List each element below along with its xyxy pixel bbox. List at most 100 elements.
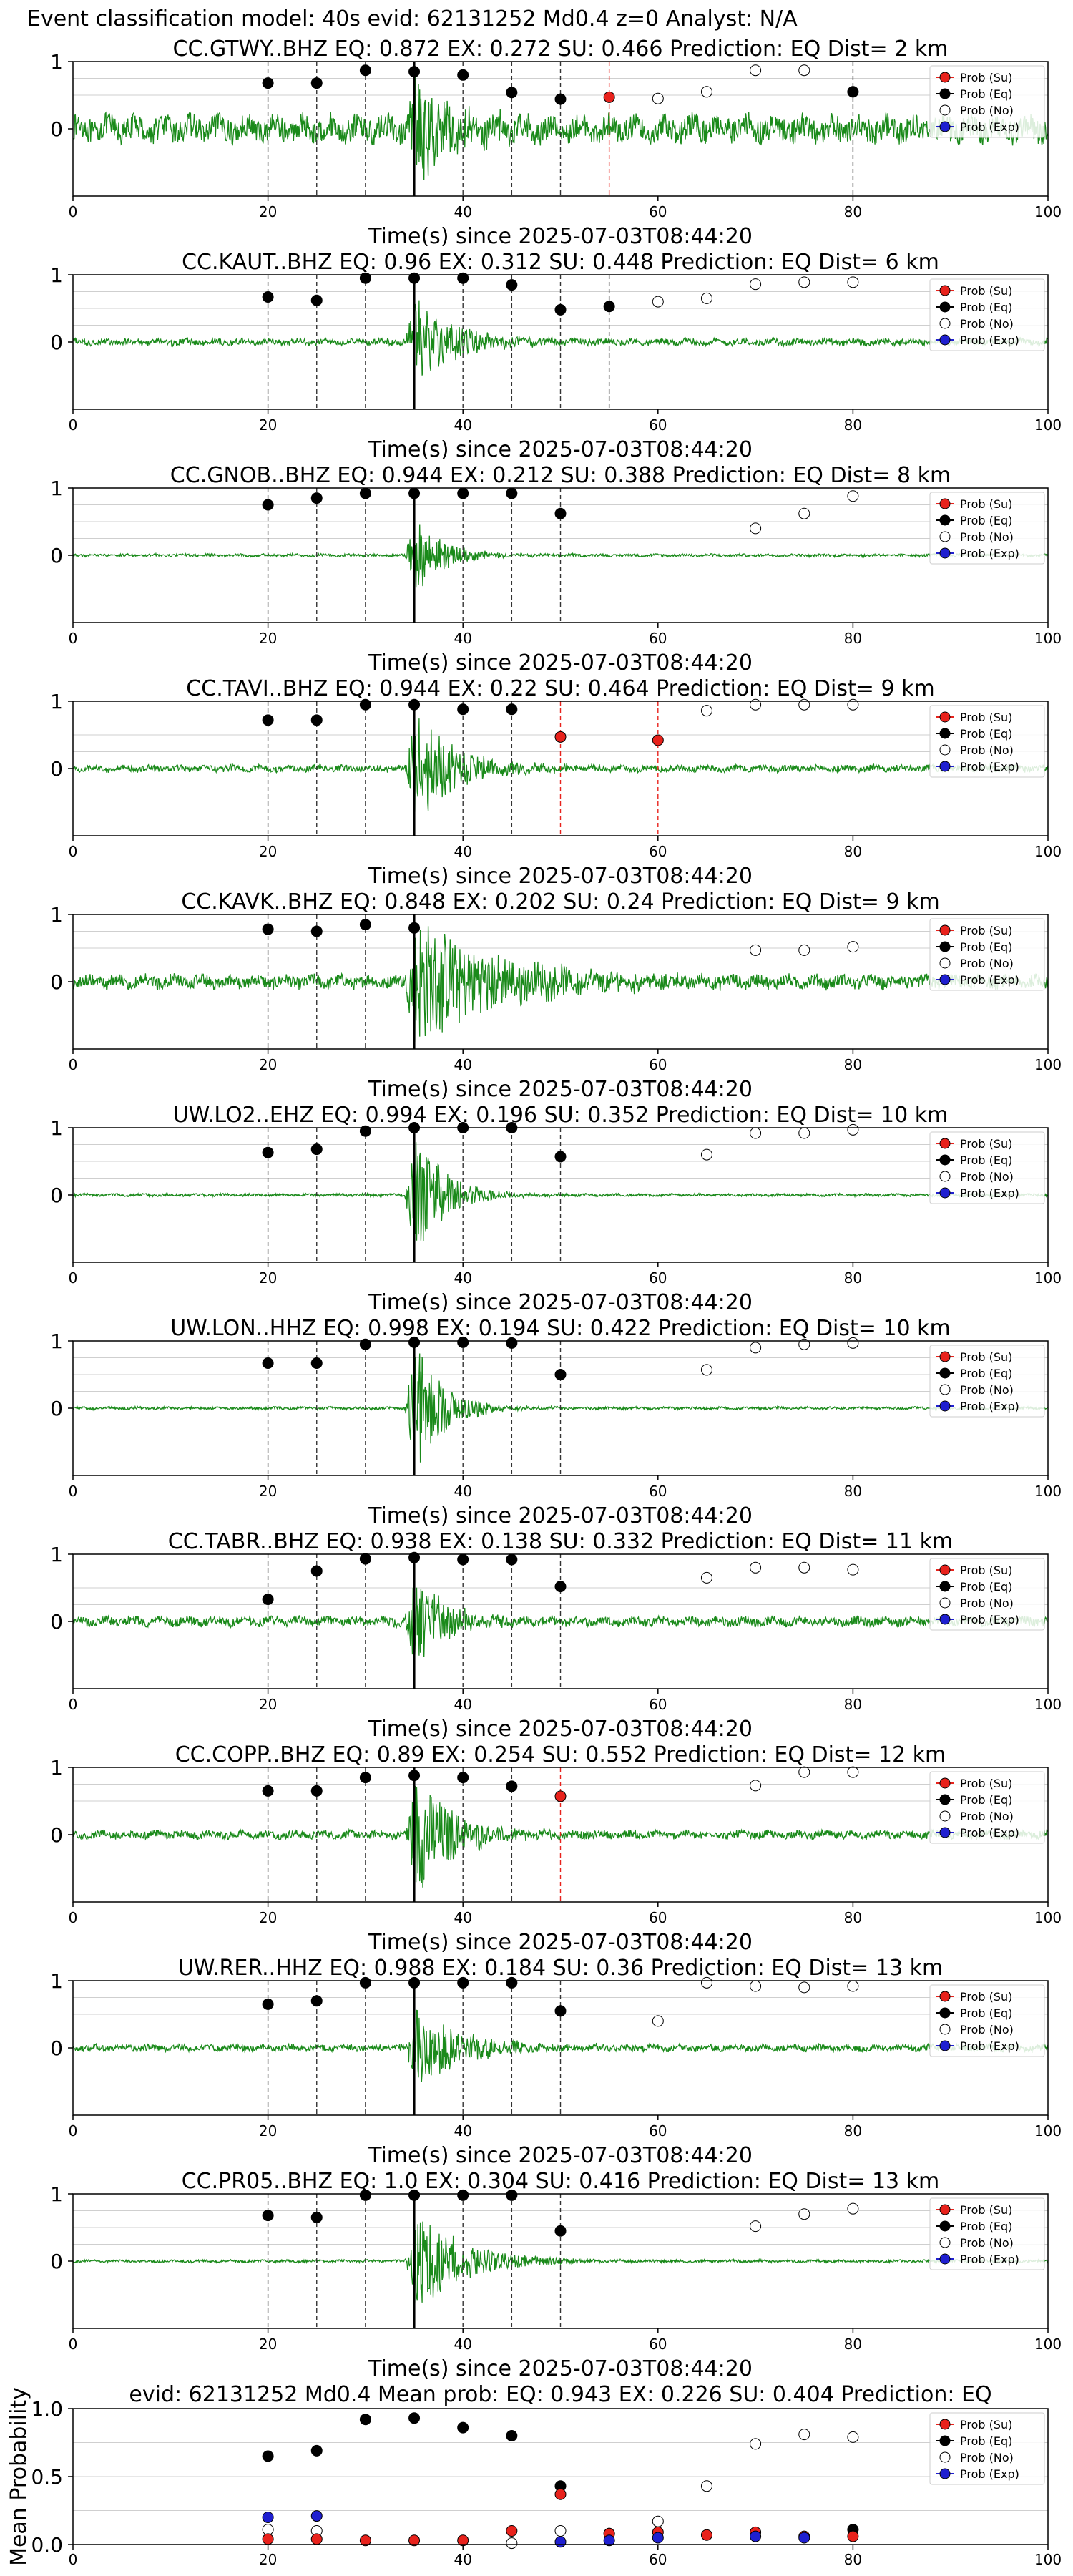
prob-marker-eq xyxy=(262,1146,274,1158)
y-tick-label: 0 xyxy=(50,970,63,994)
prob-marker-no xyxy=(847,276,859,288)
prob-marker-eq xyxy=(457,2189,469,2201)
legend-marker-no xyxy=(939,2024,951,2035)
panel-title: CC.COPP..BHZ EQ: 0.89 EX: 0.254 SU: 0.55… xyxy=(175,1742,946,1767)
legend-marker-su xyxy=(939,1991,951,2002)
x-tick-label: 20 xyxy=(259,203,277,220)
legend-label-su: Prob (Su) xyxy=(960,2418,1012,2431)
prob-marker-no xyxy=(798,64,810,77)
x-tick-label: 60 xyxy=(649,2122,667,2140)
legend-label-eq: Prob (Eq) xyxy=(960,514,1012,527)
legend-marker-su xyxy=(939,1351,951,1362)
legend-label-eq: Prob (Eq) xyxy=(960,2006,1012,2020)
legend-marker-su xyxy=(939,1138,951,1149)
prob-marker-eq xyxy=(457,1336,469,1348)
prob-marker-no xyxy=(798,2208,810,2220)
x-axis-label: Time(s) since 2025-07-03T08:44:20 xyxy=(368,864,753,889)
x-axis-label: Time(s) since 2025-07-03T08:44:20 xyxy=(368,1717,753,1742)
prob-marker-eq xyxy=(506,87,518,99)
legend-label-exp: Prob (Exp) xyxy=(960,333,1019,347)
legend-marker-exp xyxy=(939,761,951,772)
x-tick-label: 0 xyxy=(69,1056,78,1073)
mean-marker-eq xyxy=(506,2430,518,2441)
legend-label-no: Prob (No) xyxy=(960,743,1014,757)
prob-marker-no xyxy=(847,1766,859,1778)
y-tick-label: 0 xyxy=(50,1823,63,1847)
prob-marker-eq xyxy=(359,1976,371,1989)
prob-marker-no xyxy=(700,705,712,717)
prob-marker-no xyxy=(847,941,859,953)
x-tick-label: 40 xyxy=(454,630,471,647)
prob-marker-eq xyxy=(457,487,469,499)
y-tick-label: 1 xyxy=(50,1330,63,1353)
legend-label-eq: Prob (Eq) xyxy=(960,1153,1012,1167)
x-tick-label: 40 xyxy=(454,843,471,860)
mean-marker-su xyxy=(847,2530,859,2542)
legend-marker-eq xyxy=(939,2220,951,2232)
prob-marker-eq xyxy=(310,2211,323,2223)
x-tick-label: 60 xyxy=(649,416,667,434)
x-axis-label: Time(s) since 2025-07-03T08:44:20 xyxy=(368,1930,753,1955)
prob-marker-eq xyxy=(262,714,274,726)
prob-marker-eq xyxy=(262,1998,274,2010)
station-panel: CC.PR05..BHZ EQ: 1.0 EX: 0.304 SU: 0.416… xyxy=(50,2169,1062,2381)
waveform-trace xyxy=(72,1586,1049,1663)
legend-label-eq: Prob (Eq) xyxy=(960,727,1012,741)
x-tick-label: 20 xyxy=(259,2551,277,2568)
x-tick-label: 40 xyxy=(454,1696,471,1713)
legend-label-eq: Prob (Eq) xyxy=(960,2220,1012,2233)
legend-label-no: Prob (No) xyxy=(960,1810,1014,1823)
legend-marker-no xyxy=(939,957,951,969)
x-tick-label: 60 xyxy=(649,2551,667,2568)
legend-marker-eq xyxy=(939,1367,951,1379)
prob-marker-no xyxy=(750,698,762,711)
legend-marker-no xyxy=(939,2237,951,2248)
station-panel: CC.TAVI..BHZ EQ: 0.944 EX: 0.22 SU: 0.46… xyxy=(50,676,1062,889)
x-tick-label: 100 xyxy=(1034,843,1062,860)
prob-marker-eq xyxy=(262,1785,274,1797)
prob-marker-eq xyxy=(506,279,518,291)
x-tick-label: 60 xyxy=(649,203,667,220)
prob-marker-eq xyxy=(457,1553,469,1566)
mean-marker-no xyxy=(750,2438,762,2450)
y-tick-label: 0 xyxy=(50,2250,63,2273)
y-tick-label: 1 xyxy=(50,2182,63,2206)
legend-label-exp: Prob (Exp) xyxy=(960,1826,1019,1840)
mean-marker-eq xyxy=(457,2421,469,2434)
legend-label-su: Prob (Su) xyxy=(960,924,1012,937)
legend-marker-no xyxy=(939,1384,951,1395)
legend-marker-eq xyxy=(939,941,951,952)
y-tick-label: 1 xyxy=(50,1756,63,1780)
prob-marker-su xyxy=(554,1790,567,1802)
prob-marker-no xyxy=(847,1980,859,1992)
x-tick-label: 80 xyxy=(844,1909,862,1926)
legend-marker-eq xyxy=(939,88,951,99)
station-panel: UW.LO2..EHZ EQ: 0.994 EX: 0.196 SU: 0.35… xyxy=(50,1103,1062,1315)
x-tick-label: 40 xyxy=(454,416,471,434)
x-axis-label: Time(s) since 2025-07-03T08:44:20 xyxy=(368,2143,753,2168)
legend-label-su: Prob (Su) xyxy=(960,1990,1012,2004)
mean-marker-exp xyxy=(652,2532,664,2544)
legend-label-no: Prob (No) xyxy=(960,2023,1014,2036)
legend-marker-exp xyxy=(939,1827,951,1838)
mean-marker-no xyxy=(506,2537,518,2550)
legend-label-exp: Prob (Exp) xyxy=(960,973,1019,987)
legend-label-su: Prob (Su) xyxy=(960,1137,1012,1151)
panel-title: CC.PR05..BHZ EQ: 1.0 EX: 0.304 SU: 0.416… xyxy=(182,2169,940,2194)
legend-label-eq: Prob (Eq) xyxy=(960,1367,1012,1380)
prob-marker-eq xyxy=(554,2005,567,2017)
y-tick-label: 1 xyxy=(50,903,63,927)
prob-marker-eq xyxy=(262,2210,274,2222)
x-tick-label: 20 xyxy=(259,2122,277,2140)
x-tick-label: 40 xyxy=(454,1269,471,1287)
prob-marker-no xyxy=(847,1337,859,1349)
prob-marker-eq xyxy=(506,1976,518,1989)
legend-marker-eq xyxy=(939,301,951,313)
panel-title: CC.TABR..BHZ EQ: 0.938 EX: 0.138 SU: 0.3… xyxy=(168,1529,953,1554)
legend-label-su: Prob (Su) xyxy=(960,711,1012,724)
legend-box xyxy=(929,2197,1045,2270)
prob-marker-no xyxy=(700,1148,712,1161)
prob-marker-eq xyxy=(262,499,274,511)
y-tick-label: 1.0 xyxy=(31,2397,63,2421)
prob-marker-eq xyxy=(554,1581,567,1593)
